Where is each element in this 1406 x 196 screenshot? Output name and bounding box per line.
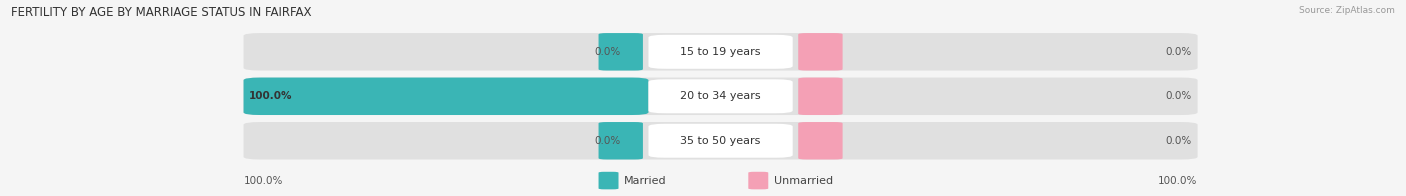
FancyBboxPatch shape [648,35,793,69]
FancyBboxPatch shape [599,172,619,189]
Text: 20 to 34 years: 20 to 34 years [681,91,761,101]
FancyBboxPatch shape [243,78,1198,115]
Text: 100.0%: 100.0% [249,91,292,101]
Text: Married: Married [624,176,666,186]
FancyBboxPatch shape [799,122,842,160]
Text: Unmarried: Unmarried [773,176,832,186]
Text: 15 to 19 years: 15 to 19 years [681,47,761,57]
FancyBboxPatch shape [799,78,842,115]
Text: FERTILITY BY AGE BY MARRIAGE STATUS IN FAIRFAX: FERTILITY BY AGE BY MARRIAGE STATUS IN F… [11,6,312,19]
Text: Source: ZipAtlas.com: Source: ZipAtlas.com [1299,6,1395,15]
Text: 0.0%: 0.0% [1166,136,1192,146]
FancyBboxPatch shape [599,33,643,71]
FancyBboxPatch shape [648,124,793,158]
FancyBboxPatch shape [243,78,648,115]
Text: 0.0%: 0.0% [595,47,620,57]
FancyBboxPatch shape [599,122,643,160]
FancyBboxPatch shape [243,33,1198,71]
FancyBboxPatch shape [648,79,793,113]
Text: 0.0%: 0.0% [1166,47,1192,57]
Text: 0.0%: 0.0% [1166,91,1192,101]
FancyBboxPatch shape [748,172,768,189]
Text: 100.0%: 100.0% [243,176,283,186]
FancyBboxPatch shape [243,122,1198,160]
Text: 35 to 50 years: 35 to 50 years [681,136,761,146]
Text: 100.0%: 100.0% [1159,176,1198,186]
Text: 0.0%: 0.0% [595,136,620,146]
FancyBboxPatch shape [799,33,842,71]
